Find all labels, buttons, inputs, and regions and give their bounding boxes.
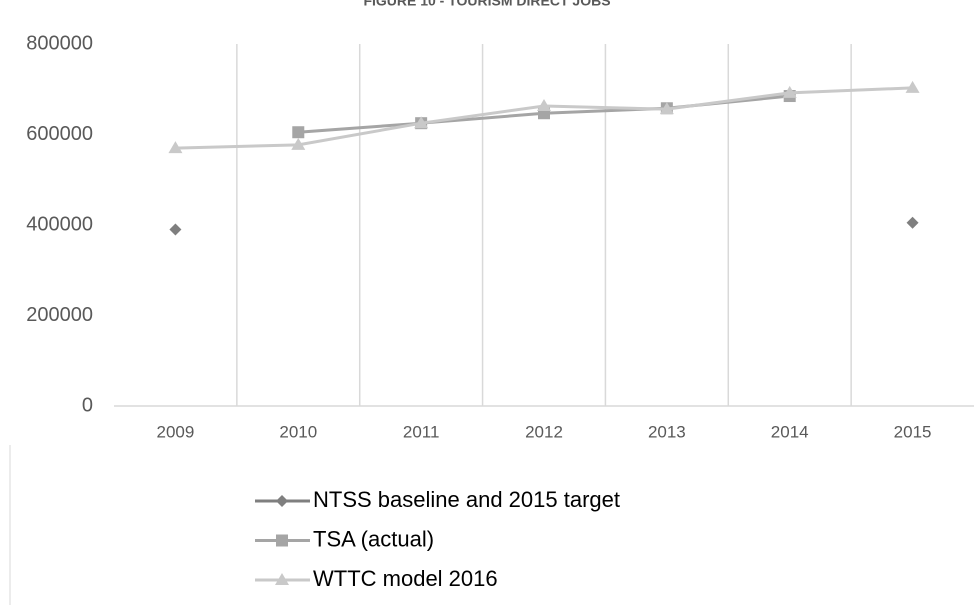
marker <box>275 573 289 585</box>
legend-label: TSA (actual) <box>313 526 434 551</box>
legend-label: NTSS baseline and 2015 target <box>313 487 620 512</box>
marker <box>414 116 429 129</box>
chart-title: FIGURE 10 - TOURISM DIRECT JOBS <box>363 0 610 9</box>
y-tick-label: 200000 <box>26 304 93 326</box>
marker <box>291 137 306 150</box>
marker <box>276 534 288 547</box>
x-tick-label: 2012 <box>525 422 563 441</box>
y-tick-label: 400000 <box>26 213 93 235</box>
marker <box>169 223 182 236</box>
y-tick-label: 600000 <box>26 123 93 145</box>
marker <box>292 126 305 139</box>
x-tick-label: 2013 <box>648 422 686 441</box>
x-tick-label: 2015 <box>894 422 932 441</box>
x-tick-label: 2010 <box>279 422 317 441</box>
y-tick-label: 0 <box>82 394 93 416</box>
marker <box>659 102 674 115</box>
marker <box>276 495 288 507</box>
marker <box>906 216 919 229</box>
x-tick-label: 2014 <box>771 422 809 441</box>
legend-label: WTTC model 2016 <box>313 566 498 591</box>
marker <box>905 80 920 93</box>
x-tick-label: 2009 <box>157 422 195 441</box>
marker <box>537 98 551 111</box>
marker <box>168 141 183 154</box>
x-tick-label: 2011 <box>403 422 440 441</box>
marker <box>782 85 797 98</box>
y-tick-label: 800000 <box>26 32 93 54</box>
